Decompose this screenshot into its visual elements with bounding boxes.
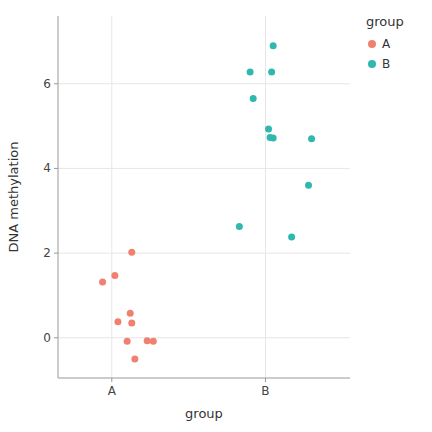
y-axis-line xyxy=(58,16,59,378)
points xyxy=(99,42,315,362)
legend-label: A xyxy=(382,37,391,51)
y-tick xyxy=(54,168,58,169)
point xyxy=(305,182,312,189)
y-tick xyxy=(54,253,58,254)
y-tick xyxy=(54,337,58,338)
point xyxy=(124,338,131,345)
y-tick-label: 2 xyxy=(43,246,51,260)
grid-line xyxy=(58,168,350,169)
point xyxy=(150,338,157,345)
grid-line xyxy=(111,16,112,378)
point xyxy=(131,355,138,362)
point xyxy=(308,135,315,142)
point xyxy=(265,126,272,133)
point xyxy=(111,272,118,279)
chart: AB0246groupDNA methylationgroupAB xyxy=(0,0,432,432)
y-tick xyxy=(54,83,58,84)
point xyxy=(270,42,277,49)
legend-title: group xyxy=(366,14,404,29)
x-tick xyxy=(265,378,266,382)
point xyxy=(114,318,121,325)
point xyxy=(236,223,243,230)
grid-line xyxy=(265,16,266,378)
legend-label: B xyxy=(382,57,390,71)
y-tick-label: 4 xyxy=(43,161,51,175)
grid-line xyxy=(58,83,350,84)
x-tick-label: B xyxy=(261,384,269,398)
grid xyxy=(58,16,350,378)
y-axis-label: DNA methylation xyxy=(6,142,21,253)
point xyxy=(128,249,135,256)
point xyxy=(288,234,295,241)
x-axis-label: group xyxy=(185,406,223,421)
point xyxy=(270,134,277,141)
grid-line xyxy=(58,337,350,338)
point xyxy=(144,337,151,344)
y-tick-label: 0 xyxy=(43,331,51,345)
point xyxy=(128,319,135,326)
point xyxy=(250,95,257,102)
point xyxy=(247,68,254,75)
point xyxy=(127,310,134,317)
y-tick-label: 6 xyxy=(43,77,51,91)
point xyxy=(99,278,106,285)
x-tick-label: A xyxy=(108,384,117,398)
x-tick xyxy=(111,378,112,382)
point xyxy=(268,68,275,75)
legend: group AB xyxy=(366,14,404,71)
grid-line xyxy=(58,253,350,254)
x-axis-line xyxy=(58,378,350,379)
legend-marker xyxy=(368,60,376,68)
legend-marker xyxy=(368,40,376,48)
